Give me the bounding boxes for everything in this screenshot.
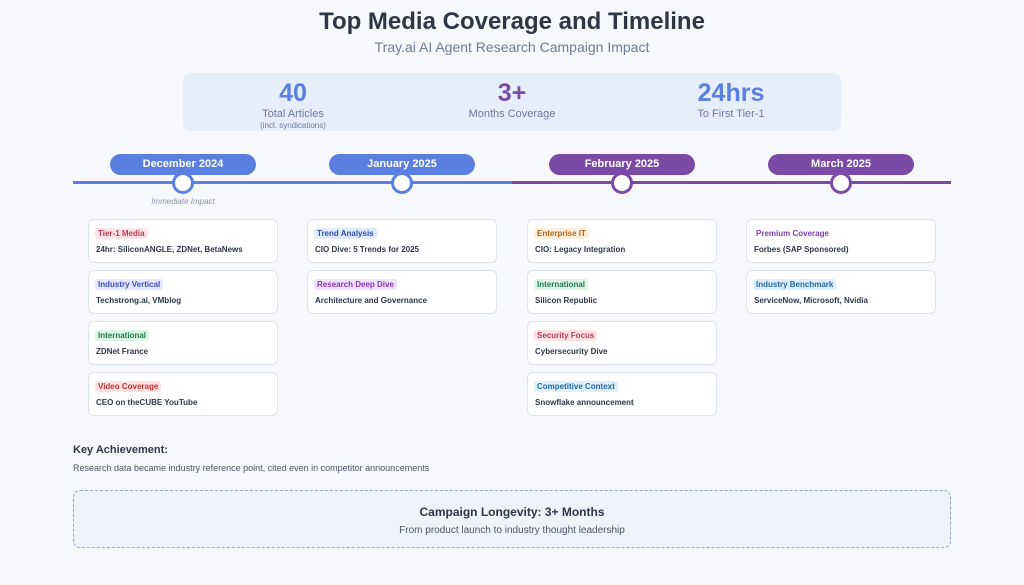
- category-tag: Security Focus: [534, 330, 598, 341]
- key-achievement-title: Key Achievement:: [73, 444, 168, 456]
- timeline-node: [611, 172, 633, 194]
- stat-first-tier1: 24hrs To First Tier-1: [631, 78, 831, 121]
- category-tag: International: [95, 330, 150, 341]
- coverage-card: Tier-1 Media 24hr: SiliconANGLE, ZDNet, …: [88, 219, 278, 263]
- category-tag: International: [534, 279, 589, 290]
- category-tag: Industry Vertical: [95, 279, 164, 290]
- coverage-card: Industry Benchmark ServiceNow, Microsoft…: [746, 270, 936, 314]
- coverage-text: CIO: Legacy Integration: [535, 245, 626, 254]
- month-pill-dec-2024: December 2024: [110, 154, 256, 175]
- stat-value: 40: [279, 79, 307, 107]
- page-subtitle: Tray.ai AI Agent Research Campaign Impac…: [374, 39, 650, 55]
- coverage-card: Premium Coverage Forbes (SAP Sponsored): [746, 219, 936, 263]
- month-pill-feb-2025: February 2025: [549, 154, 695, 175]
- coverage-text: Cybersecurity Dive: [535, 347, 608, 356]
- category-tag: Competitive Context: [534, 381, 618, 392]
- category-tag: Industry Benchmark: [753, 279, 837, 290]
- timeline-node: [391, 172, 413, 194]
- coverage-text: Forbes (SAP Sponsored): [754, 245, 849, 254]
- coverage-text: ZDNet France: [96, 347, 149, 356]
- timeline-line-blue: [73, 181, 512, 184]
- coverage-card: Trend Analysis CIO Dive: 5 Trends for 20…: [307, 219, 497, 263]
- coverage-card: Enterprise IT CIO: Legacy Integration: [527, 219, 717, 263]
- coverage-card: International ZDNet France: [88, 321, 278, 365]
- coverage-text: 24hr: SiliconANGLE, ZDNet, BetaNews: [96, 245, 243, 254]
- key-achievement-text: Research data became industry reference …: [73, 463, 430, 473]
- longevity-subtitle: From product launch to industry thought …: [399, 525, 625, 536]
- stat-label: Total Articles: [262, 108, 324, 120]
- category-tag: Premium Coverage: [753, 228, 832, 239]
- category-tag: Research Deep Dive: [314, 279, 397, 290]
- coverage-card: Research Deep Dive Architecture and Gove…: [307, 270, 497, 314]
- immediate-impact-note: Immediate Impact: [151, 197, 215, 206]
- stat-value: 24hrs: [697, 79, 765, 107]
- coverage-text: CIO Dive: 5 Trends for 2025: [315, 245, 420, 254]
- category-tag: Enterprise IT: [534, 228, 589, 239]
- page-title: Top Media Coverage and Timeline: [319, 8, 705, 35]
- longevity-title: Campaign Longevity: 3+ Months: [419, 505, 605, 519]
- stat-value: 3+: [497, 79, 527, 107]
- stat-total-articles: 40 Total Articles (incl. syndications): [193, 78, 393, 131]
- stats-panel: 40 Total Articles (incl. syndications) 3…: [183, 73, 841, 131]
- coverage-text: Snowflake announcement: [535, 398, 634, 407]
- stat-label: To First Tier-1: [697, 108, 765, 120]
- campaign-longevity-box: Campaign Longevity: 3+ Months From produ…: [73, 490, 951, 548]
- stat-label: Months Coverage: [468, 108, 556, 120]
- month-pill-jan-2025: January 2025: [329, 154, 475, 175]
- coverage-card: Competitive Context Snowflake announceme…: [527, 372, 717, 416]
- coverage-card: Video Coverage CEO on theCUBE YouTube: [88, 372, 278, 416]
- category-tag: Tier-1 Media: [95, 228, 148, 239]
- coverage-card: International Silicon Republic: [527, 270, 717, 314]
- timeline-line-purple: [512, 181, 951, 184]
- stat-sublabel: (incl. syndications): [260, 121, 326, 130]
- month-pill-mar-2025: March 2025: [768, 154, 914, 175]
- coverage-text: Architecture and Governance: [315, 296, 428, 305]
- timeline-node: [172, 172, 194, 194]
- coverage-text: ServiceNow, Microsoft, Nvidia: [754, 296, 868, 305]
- coverage-text: CEO on theCUBE YouTube: [96, 398, 198, 407]
- coverage-text: Silicon Republic: [535, 296, 598, 305]
- coverage-card: Security Focus Cybersecurity Dive: [527, 321, 717, 365]
- coverage-text: Techstrong.ai, VMblog: [96, 296, 182, 305]
- category-tag: Video Coverage: [95, 381, 162, 392]
- coverage-card: Industry Vertical Techstrong.ai, VMblog: [88, 270, 278, 314]
- stat-months-coverage: 3+ Months Coverage: [412, 78, 612, 121]
- timeline-node: [830, 172, 852, 194]
- category-tag: Trend Analysis: [314, 228, 377, 239]
